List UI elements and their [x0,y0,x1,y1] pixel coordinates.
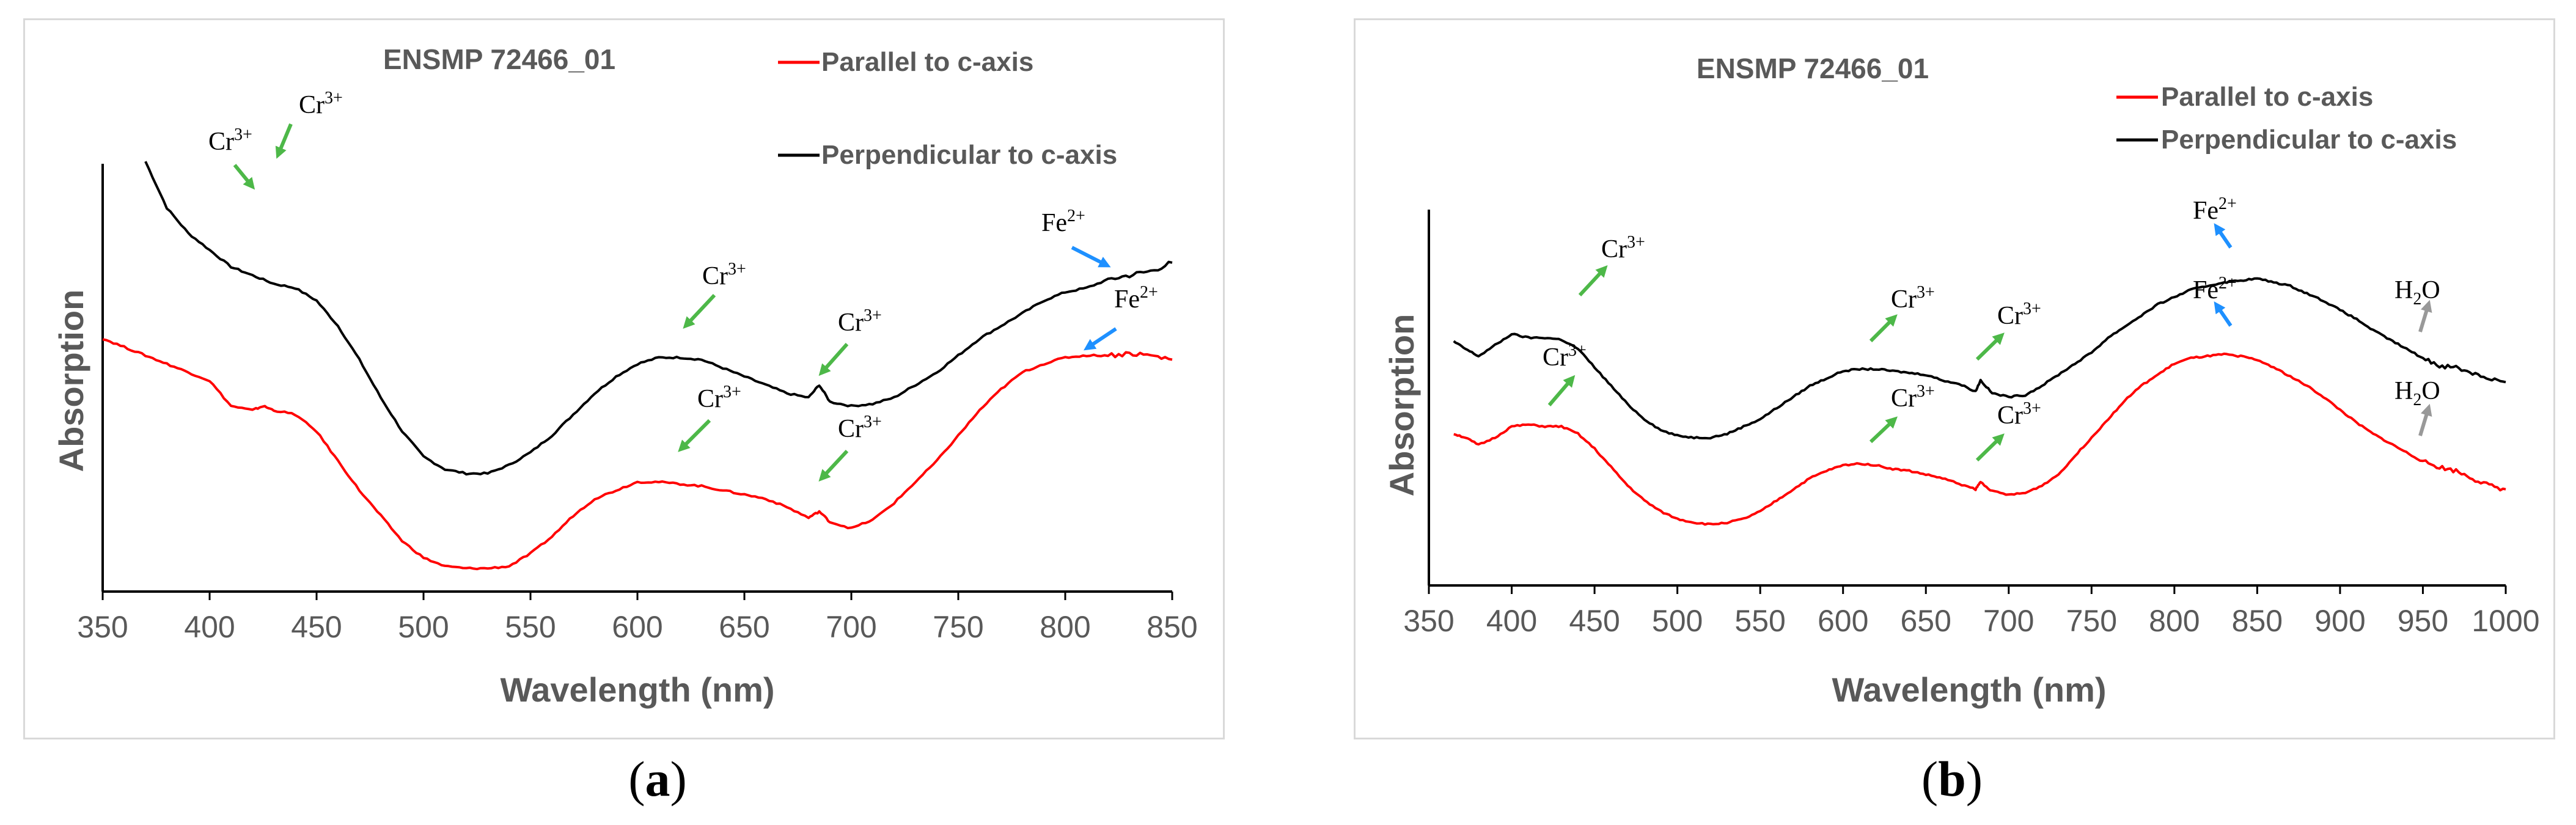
x-tick-label: 550 [505,610,556,644]
annotation-arrow [1869,416,1898,444]
x-axis-title: Wavelength (nm) [500,670,774,709]
x-tick-label: 950 [2398,604,2448,638]
annotation-label: Fe2+ [2193,274,2237,304]
x-tick-label: 450 [291,610,342,644]
x-tick-label: 350 [1403,604,1454,638]
chart-b-svg: ENSMP 72466_01 Parallel to c-axis Perpendi… [1382,53,2540,709]
annotation-label: Cr3+ [1891,283,1935,314]
legend-label: Parallel to c-axis [821,47,1033,77]
annotation-arrow [818,343,849,376]
annotation-arrow [2418,403,2432,436]
x-tick-label: 900 [2314,604,2365,638]
x-tick-label: 650 [1901,604,1951,638]
annotation-arrow [233,164,255,190]
x-tick-label: 850 [2232,604,2283,638]
annotation-label: Fe2+ [1114,283,1158,314]
annotation-arrow [2214,223,2233,249]
x-tick-label: 600 [612,610,662,644]
y-axis-title: Absorption [1382,314,1421,497]
legend-label: Parallel to c-axis [2161,82,2373,112]
x-tick-label: 850 [1147,610,1197,644]
x-tick-label: 500 [1652,604,1703,638]
annotation-arrow [275,123,293,159]
annotation-label: Cr3+ [838,306,882,337]
x-tick-label: 700 [826,610,876,644]
annotation-arrow [1975,433,2005,462]
annotation-arrow [1084,327,1117,351]
series-line-parallel [102,338,1173,571]
x-axis-title: Wavelength (nm) [1832,670,2106,709]
x-tick-label: 600 [1818,604,1868,638]
chart-panel-a: ENSMP 72466_01 Parallel to c-axis Perpendi… [23,18,1225,739]
annotation-label: Cr3+ [1601,233,1645,263]
x-tick-label: 750 [2066,604,2117,638]
annotation-label: Cr3+ [1891,382,1935,413]
y-axis-title: Absorption [52,290,90,472]
chart-panel-b: ENSMP 72466_01 Parallel to c-axis Perpendi… [1354,18,2555,739]
annotation-arrow [683,293,716,329]
annotation-label: Cr3+ [1997,399,2041,430]
annotation-arrow [2214,301,2233,327]
x-tick-label: 700 [1983,604,2034,638]
caption-a: (a) [628,751,687,807]
x-tick-label: 650 [719,610,769,644]
chart-title: ENSMP 72466_01 [383,43,615,75]
annotation-label: Cr3+ [1997,299,2041,330]
legend-label: Perpendicular to c-axis [821,140,1117,170]
chart-title: ENSMP 72466_01 [1697,53,1929,84]
x-tick-label: 550 [1734,604,1785,638]
series-line-parallel [1453,352,2506,526]
series-line-perpendicular [1453,277,2506,440]
x-tick-label: 450 [1569,604,1620,638]
annotation-arrow [1578,265,1608,297]
caption-b: (b) [1921,751,1983,807]
x-tick-label: 350 [77,610,128,644]
annotation-arrow [678,419,711,452]
annotation-arrow [818,449,849,482]
x-tick-label: 400 [184,610,235,644]
annotation-arrow [1869,314,1898,343]
annotation-label: Cr3+ [1543,341,1587,372]
chart-a-svg: ENSMP 72466_01 Parallel to c-axis Perpendi… [52,43,1198,709]
annotation-arrow [1975,332,2005,361]
annotation-label: H2O [2394,276,2440,309]
x-tick-label: 1000 [2471,604,2539,638]
annotation-arrow [1547,375,1576,406]
annotation-label: Cr3+ [702,260,746,290]
x-tick-label: 500 [398,610,449,644]
x-tick-label: 800 [1040,610,1090,644]
annotation-label: Fe2+ [2193,194,2237,225]
x-tick-label: 400 [1486,604,1537,638]
annotation-label: Fe2+ [1041,207,1085,237]
series-line-perpendicular [144,161,1173,476]
annotation-label: Cr3+ [697,383,741,413]
legend-label: Perpendicular to c-axis [2161,125,2457,155]
x-tick-label: 750 [933,610,983,644]
annotation-label: Cr3+ [299,89,343,119]
annotation-arrow [1071,246,1111,268]
x-tick-label: 800 [2149,604,2200,638]
annotation-label: Cr3+ [838,413,882,443]
annotation-label: Cr3+ [208,125,252,156]
annotation-label: H2O [2394,377,2440,409]
annotation-arrow [2418,299,2432,332]
